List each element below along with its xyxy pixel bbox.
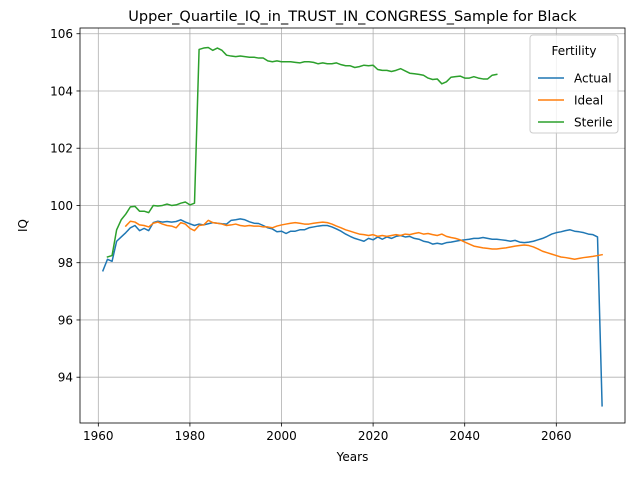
x-tick-label: 1980 [175, 429, 206, 443]
y-axis-label: IQ [16, 219, 30, 232]
y-tick-label: 94 [58, 371, 73, 385]
y-tick-label: 96 [58, 313, 73, 327]
legend-box [529, 34, 619, 134]
y-tick-label: 100 [50, 199, 73, 213]
legend: Fertility Actual Ideal Sterile [529, 34, 619, 134]
x-tick-label: 1960 [83, 429, 114, 443]
y-tick-label: 102 [50, 142, 73, 156]
x-axis-ticks: 1960 1980 2000 2020 2040 2060 [83, 423, 572, 443]
plot-area-frame [79, 27, 626, 424]
x-axis-label: Years [336, 450, 369, 464]
x-tick-label: 2040 [449, 429, 480, 443]
series-line-ideal [124, 219, 603, 261]
series-line-sterile [106, 46, 498, 258]
series-lines [101, 46, 603, 407]
y-tick-label: 106 [50, 27, 73, 41]
legend-label-ideal: Ideal [574, 93, 603, 107]
x-tick-label: 2020 [358, 429, 389, 443]
y-tick-label: 98 [58, 256, 73, 270]
series-line-actual [101, 218, 603, 407]
y-axis-ticks: 94 96 98 100 102 104 106 [50, 27, 80, 385]
legend-items: Actual Ideal Sterile [538, 71, 613, 129]
y-tick-label: 104 [50, 84, 73, 98]
legend-title: Fertility [551, 44, 596, 58]
x-tick-label: 2060 [541, 429, 572, 443]
x-tick-label: 2000 [266, 429, 297, 443]
legend-label-sterile: Sterile [574, 115, 613, 129]
chart-title: Upper_Quartile_IQ_in_TRUST_IN_CONGRESS_S… [128, 9, 577, 25]
legend-label-actual: Actual [574, 71, 612, 85]
